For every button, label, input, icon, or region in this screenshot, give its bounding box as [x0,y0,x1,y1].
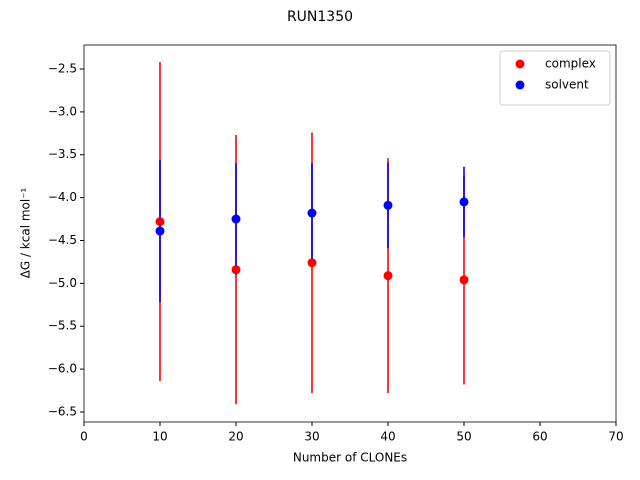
legend-box [499,50,611,106]
x-tick-label: 30 [304,430,319,444]
data-point [307,258,317,268]
y-tick-label: −5.0 [48,276,77,290]
data-point [383,271,393,281]
legend-marker [515,80,525,90]
y-tick-label: −3.5 [48,147,77,161]
x-tick-label: 40 [380,430,395,444]
y-tick-label: −4.0 [48,190,77,204]
data-point [231,265,241,275]
x-tick-label: 60 [532,430,547,444]
y-axis-label: ΔG / kcal mol⁻¹ [19,187,33,278]
x-tick-label: 0 [80,430,88,444]
y-tick-label: −5.5 [48,319,77,333]
y-tick-label: −6.5 [48,404,77,418]
data-point [155,226,165,236]
data-point [155,217,165,227]
x-tick-label: 50 [456,430,471,444]
y-tick-label: −6.0 [48,362,77,376]
y-tick-label: −2.5 [48,62,77,76]
x-tick-label: 10 [152,430,167,444]
data-point [307,208,317,218]
data-point [231,214,241,224]
plot-frame [83,44,617,423]
legend-marker [515,59,525,69]
data-point [459,275,469,285]
x-tick-label: 20 [228,430,243,444]
data-point [383,200,393,210]
legend-label: complex [545,57,596,71]
data-point [459,197,469,207]
x-axis-label: Number of CLONEs [293,451,407,465]
y-tick-label: −3.0 [48,104,77,118]
y-tick-label: −4.5 [48,233,77,247]
chart-title: RUN1350 [287,9,353,25]
x-tick-label: 70 [608,430,623,444]
legend-label: solvent [545,78,589,92]
